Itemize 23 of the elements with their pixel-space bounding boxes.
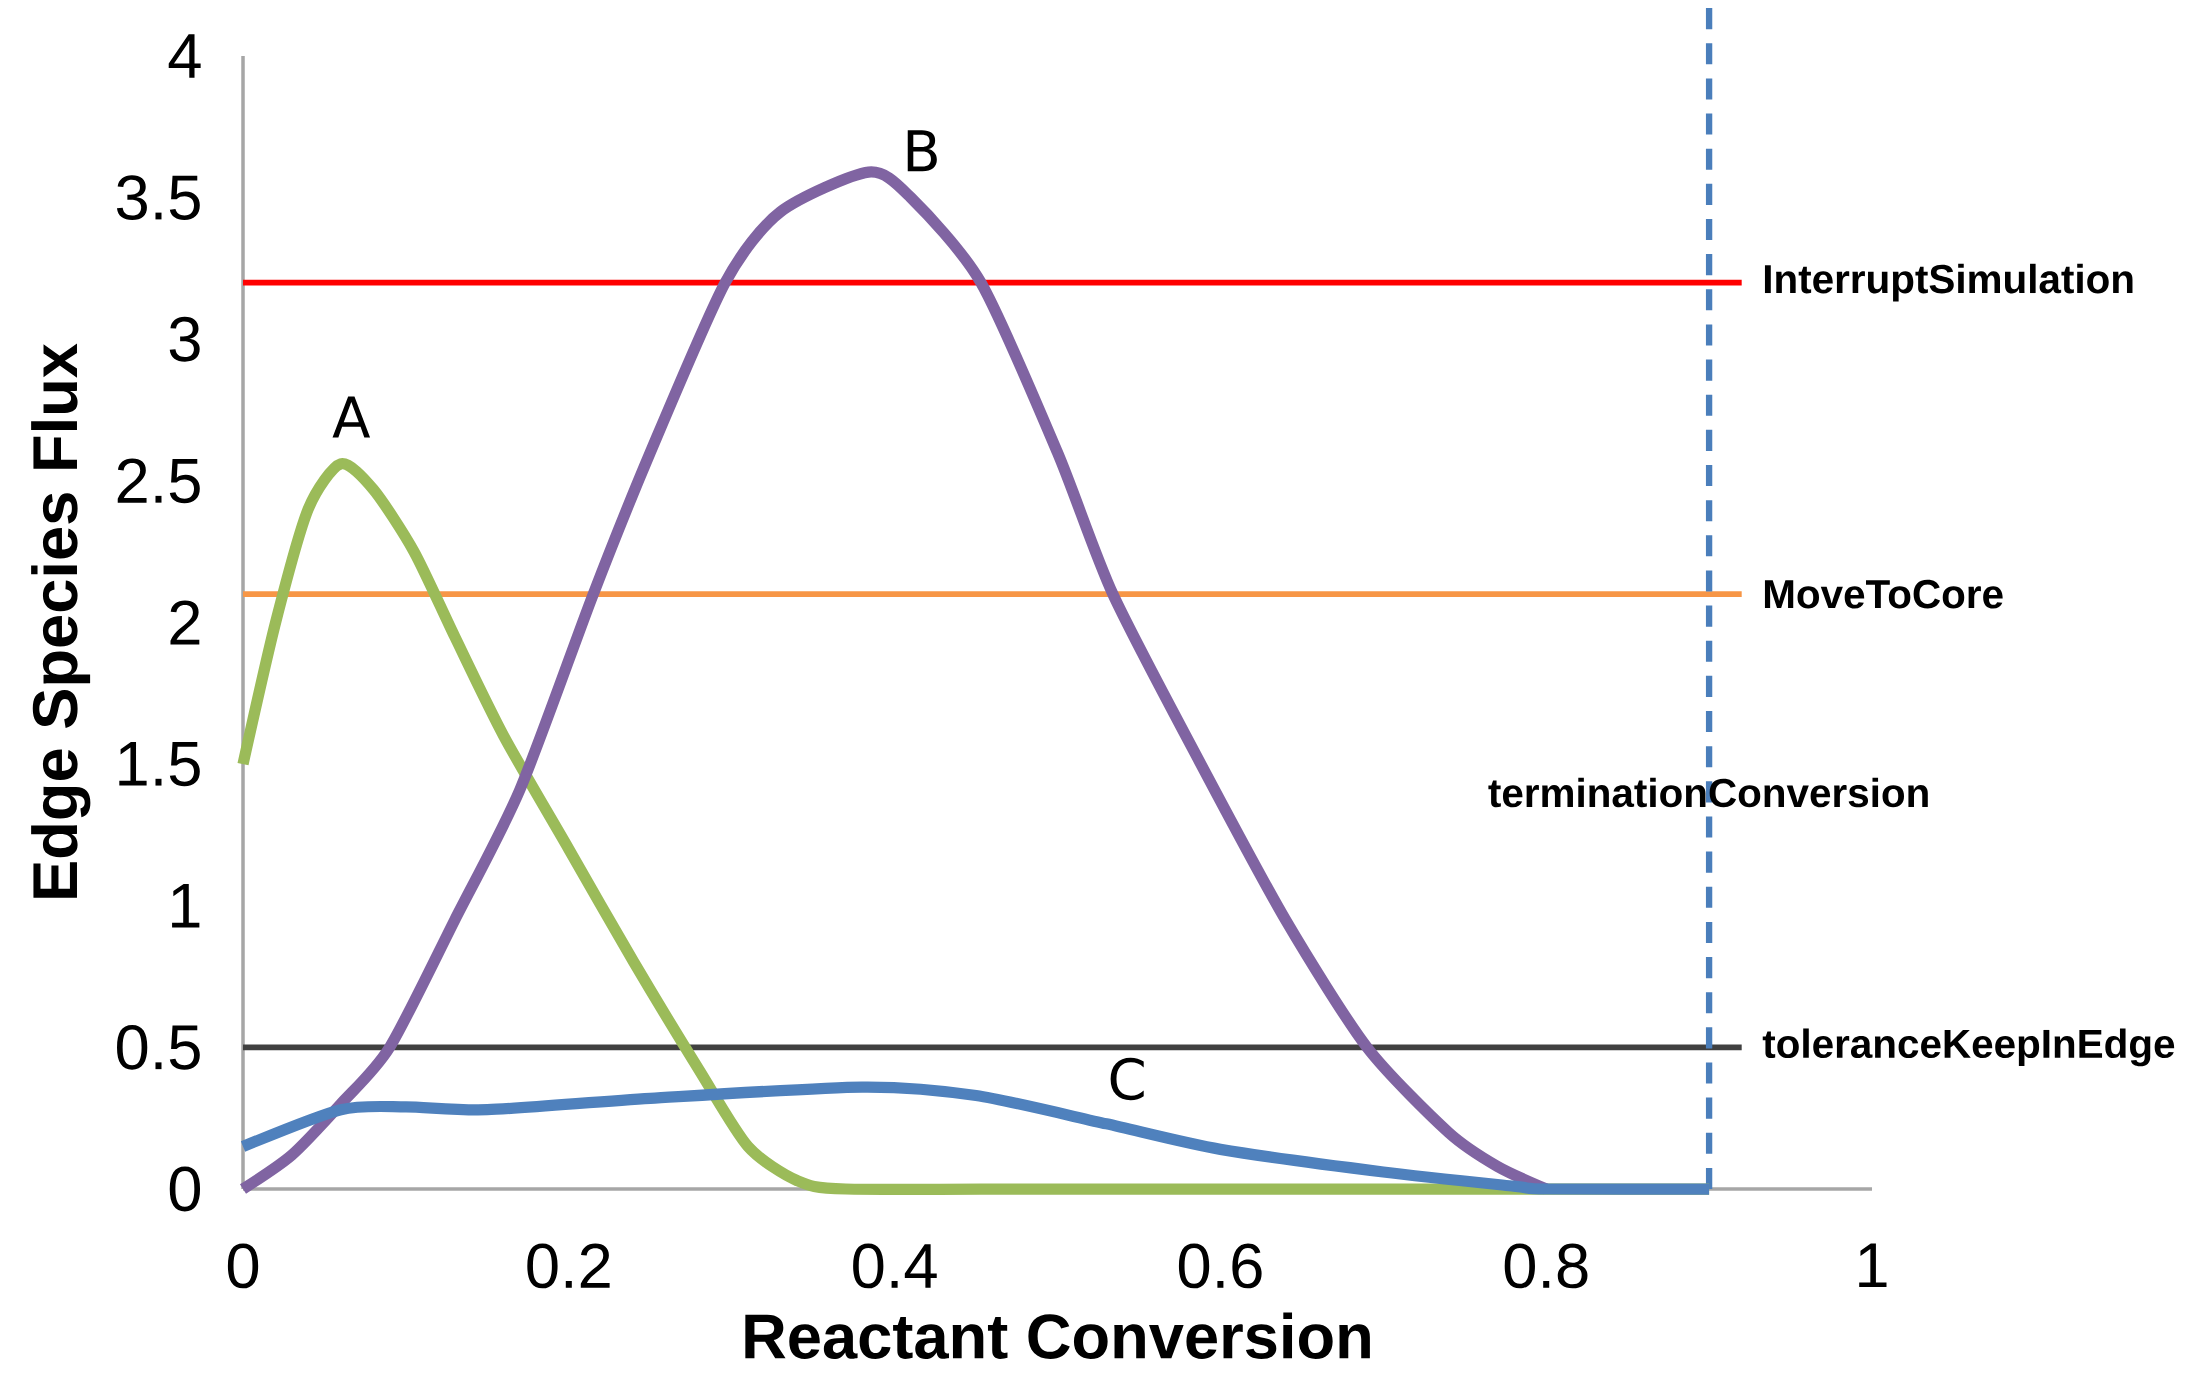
y-tick-label: 0 (169, 1166, 201, 1212)
annotation: B (907, 130, 937, 172)
x-tick-label: 0.4 (853, 1243, 937, 1289)
x-tick-label: 0 (227, 1243, 259, 1289)
y-tick-label: 2.5 (117, 458, 200, 504)
ref-line-label: toleranceKeepInEdge (1762, 1028, 2175, 1067)
x-tick-label: 0.8 (1504, 1243, 1588, 1289)
annotation: A (332, 396, 371, 438)
y-tick-label: 2 (170, 600, 200, 645)
x-tick-label: 0.2 (527, 1243, 610, 1289)
annotation: C (1110, 1057, 1144, 1101)
y-tick-label: 0.5 (117, 1024, 200, 1070)
x-axis-title: Reactant Conversion (745, 1312, 1370, 1359)
y-tick-label: 3.5 (116, 175, 200, 220)
y-axis-title: Edge Species Flux (31, 343, 91, 898)
y-tick-label: 3 (169, 316, 200, 362)
x-tick-label: 0.6 (1178, 1243, 1262, 1289)
ref-line-label: MoveToCore (1764, 579, 2003, 609)
y-tick-label: 1 (172, 883, 200, 928)
ref-line-label: InterruptSimulation (1764, 263, 2133, 302)
y-tick-label: 4 (168, 34, 201, 78)
x-tick-label: 1 (1859, 1243, 1887, 1288)
y-tick-label: 1.5 (119, 742, 200, 787)
